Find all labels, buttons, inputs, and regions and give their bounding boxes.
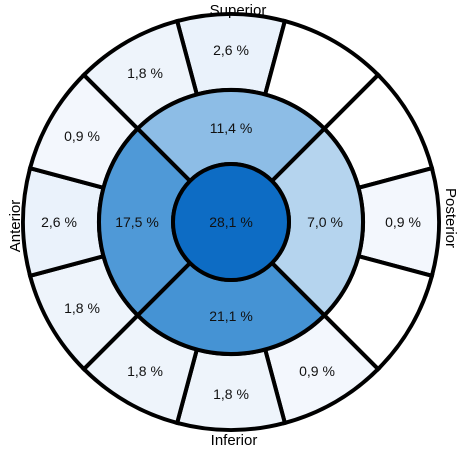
- orientation-superior-label: Superior: [210, 2, 267, 19]
- inner-value-inferior: 21,1 %: [209, 308, 253, 324]
- outer-value-anterior-superior: 0,9 %: [64, 128, 100, 144]
- outer-value-inferior: 1,8 %: [213, 386, 249, 402]
- outer-value-anterior-inferior: 1,8 %: [64, 300, 100, 316]
- outer-ring: [21, 12, 441, 432]
- value-labels: 2,6 % 0,9 % 0,9 % 1,8 % 1,8 % 1,8 % 2,6 % 0,9 %…: [41, 42, 421, 402]
- orientation-inferior-label: Inferior: [211, 432, 258, 449]
- inner-value-posterior: 7,0 %: [307, 214, 343, 230]
- center-value: 28,1 %: [209, 214, 253, 230]
- outer-value-anterior: 2,6 %: [41, 214, 77, 230]
- orientation-anterior-label: Anterior: [7, 200, 24, 253]
- outer-value-inferior-posterior: 0,9 %: [299, 363, 335, 379]
- center-circle: [171, 162, 291, 282]
- outer-value-superior-anterior: 1,8 %: [127, 65, 163, 81]
- inner-ring: [97, 88, 365, 356]
- outer-value-superior: 2,6 %: [213, 42, 249, 58]
- orientation-posterior-label: Posterior: [442, 188, 459, 248]
- outer-value-inferior-anterior: 1,8 %: [127, 363, 163, 379]
- center-zone: [171, 162, 291, 282]
- outer-value-posterior: 0,9 %: [385, 214, 421, 230]
- inner-value-superior: 11,4 %: [210, 120, 253, 136]
- inner-value-anterior: 17,5 %: [115, 214, 159, 230]
